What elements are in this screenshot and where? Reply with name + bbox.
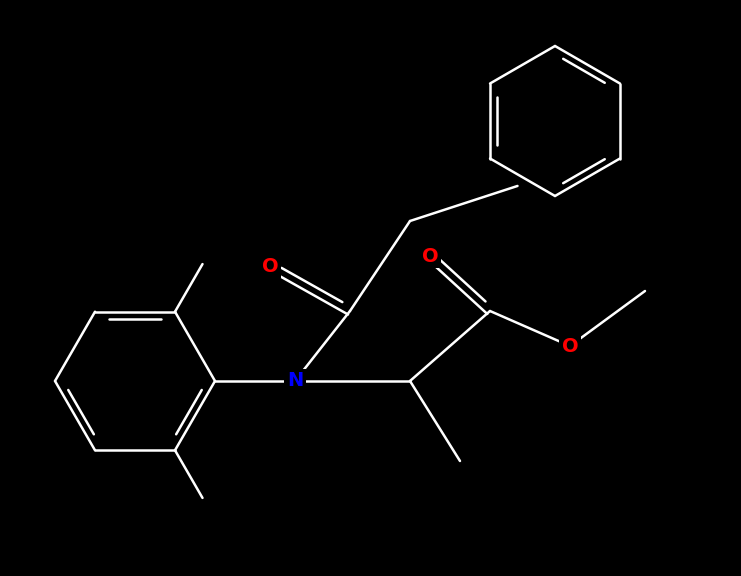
Text: O: O <box>422 247 439 266</box>
Text: N: N <box>287 372 303 391</box>
Text: O: O <box>562 336 578 355</box>
Text: O: O <box>262 256 279 275</box>
